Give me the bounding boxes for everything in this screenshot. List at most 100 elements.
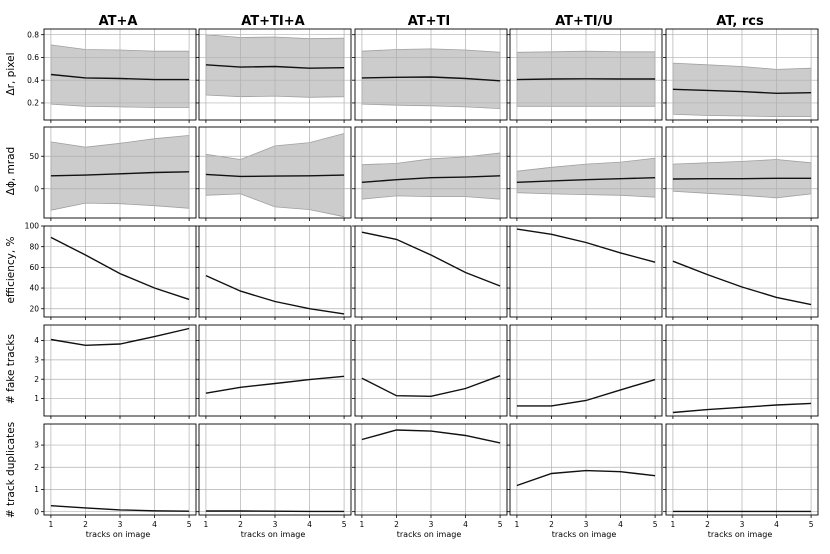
panel-r3-c4 bbox=[507, 225, 663, 320]
y-tick-label: 1 bbox=[34, 394, 39, 403]
panel-r1-c5 bbox=[663, 28, 819, 123]
panel-frame bbox=[43, 126, 197, 219]
x-tick-label: 2 bbox=[394, 520, 399, 529]
y-tick-label: 100 bbox=[25, 222, 40, 231]
x-tick-label: 2 bbox=[83, 520, 88, 529]
x-tick-label: 4 bbox=[618, 520, 623, 529]
mean-line bbox=[361, 375, 501, 398]
x-tick-label: 5 bbox=[187, 520, 192, 529]
x-tick-label: 4 bbox=[774, 520, 779, 529]
panel-frame bbox=[354, 28, 508, 121]
y-tick-label: 20 bbox=[29, 304, 39, 313]
panel-r4-c2 bbox=[196, 324, 352, 419]
panel-frame bbox=[43, 423, 197, 516]
x-tick-label: 2 bbox=[549, 520, 554, 529]
mean-line bbox=[205, 274, 345, 315]
panel-frame bbox=[198, 423, 352, 516]
panel-r2-c3 bbox=[352, 126, 508, 221]
panel-r3-c3 bbox=[352, 225, 508, 320]
mean-line bbox=[361, 175, 501, 183]
y-tick-label: 0.6 bbox=[27, 53, 39, 62]
mean-line bbox=[50, 505, 190, 512]
mean-line bbox=[205, 173, 345, 178]
panel-frame bbox=[43, 324, 197, 417]
y-tick-label: 0 bbox=[34, 184, 39, 193]
ylabel-track-duplicates: # track duplicates bbox=[5, 422, 17, 518]
mean-line bbox=[205, 64, 345, 69]
xlabel-col-2: tracks on image bbox=[241, 530, 306, 539]
panel-r2-c4 bbox=[507, 126, 663, 221]
mean-line bbox=[672, 177, 812, 180]
x-tick-label: 3 bbox=[273, 520, 278, 529]
mean-line bbox=[50, 171, 190, 177]
xlabel-col-1: tracks on image bbox=[86, 530, 151, 539]
panel-r4-c4 bbox=[507, 324, 663, 419]
panel-frame bbox=[665, 324, 819, 417]
mean-line bbox=[50, 327, 190, 347]
x-tick-label: 5 bbox=[809, 520, 814, 529]
panel-frame bbox=[198, 324, 352, 417]
x-tick-label: 3 bbox=[740, 520, 745, 529]
panel-frame bbox=[198, 225, 352, 318]
panel-r1-c2 bbox=[196, 28, 352, 123]
panel-r4-c1: 1 2 3 4 bbox=[34, 324, 197, 419]
column-title-2: AT+TI+A bbox=[241, 14, 304, 29]
mean-line bbox=[672, 402, 812, 414]
y-tick-label: 3 bbox=[34, 441, 39, 450]
panel-frame bbox=[43, 225, 197, 318]
xlabel-col-3: tracks on image bbox=[397, 530, 462, 539]
y-tick-label: 0.2 bbox=[27, 99, 39, 108]
y-tick-label: 3 bbox=[34, 355, 39, 364]
x-tick-label: 3 bbox=[584, 520, 589, 529]
panel-r5-c5: 1 2 3 4 5 bbox=[663, 423, 819, 529]
y-tick-label: 80 bbox=[29, 242, 39, 251]
panel-frame bbox=[509, 423, 663, 516]
panel-r3-c2 bbox=[196, 225, 352, 320]
mean-line bbox=[516, 78, 656, 81]
xlabel-col-4: tracks on image bbox=[552, 530, 617, 539]
panel-frame bbox=[43, 28, 197, 121]
mean-line bbox=[205, 375, 345, 394]
x-axis-labels: tracks on image tracks on image tracks o… bbox=[86, 530, 773, 539]
panel-frame bbox=[509, 324, 663, 417]
panel-r1-c3 bbox=[352, 28, 508, 123]
x-tick-label: 3 bbox=[429, 520, 434, 529]
mean-line bbox=[516, 177, 656, 183]
panel-frame bbox=[354, 324, 508, 417]
panel-frame bbox=[354, 423, 508, 516]
panel-r5-c2: 1 2 3 4 5 bbox=[196, 423, 352, 529]
column-title-3: AT+TI bbox=[408, 14, 451, 29]
y-tick-label: 2 bbox=[34, 463, 39, 472]
x-tick-label: 2 bbox=[238, 520, 243, 529]
x-tick-label: 1 bbox=[515, 520, 520, 529]
panel-frame bbox=[665, 28, 819, 121]
panel-frame bbox=[354, 126, 508, 219]
x-tick-label: 4 bbox=[307, 520, 312, 529]
column-title-1: AT+A bbox=[99, 14, 138, 29]
mean-line bbox=[361, 76, 501, 82]
panel-r4-c3 bbox=[352, 324, 508, 419]
y-tick-label: 60 bbox=[29, 263, 39, 272]
mean-line bbox=[672, 88, 812, 95]
mean-line bbox=[516, 378, 656, 407]
panel-frame bbox=[509, 126, 663, 219]
xlabel-col-5: tracks on image bbox=[708, 530, 773, 539]
x-tick-label: 5 bbox=[498, 520, 503, 529]
panel-frame bbox=[665, 126, 819, 219]
panel-frame bbox=[198, 126, 352, 219]
column-title-5: AT, rcs bbox=[716, 14, 764, 29]
mean-line bbox=[672, 260, 812, 306]
panel-r2-c5 bbox=[663, 126, 819, 221]
mean-line bbox=[361, 429, 501, 444]
panel-r2-c2 bbox=[196, 126, 352, 221]
y-tick-label: 4 bbox=[34, 336, 39, 345]
ylabel-efficiency: efficiency, % bbox=[5, 236, 17, 303]
mean-line bbox=[516, 469, 656, 487]
panel-frame bbox=[509, 225, 663, 318]
mean-line bbox=[50, 236, 190, 301]
y-tick-label: 40 bbox=[29, 284, 39, 293]
ylabel-delta-phi: Δϕ, mrad bbox=[5, 147, 17, 195]
mean-line bbox=[50, 73, 190, 81]
